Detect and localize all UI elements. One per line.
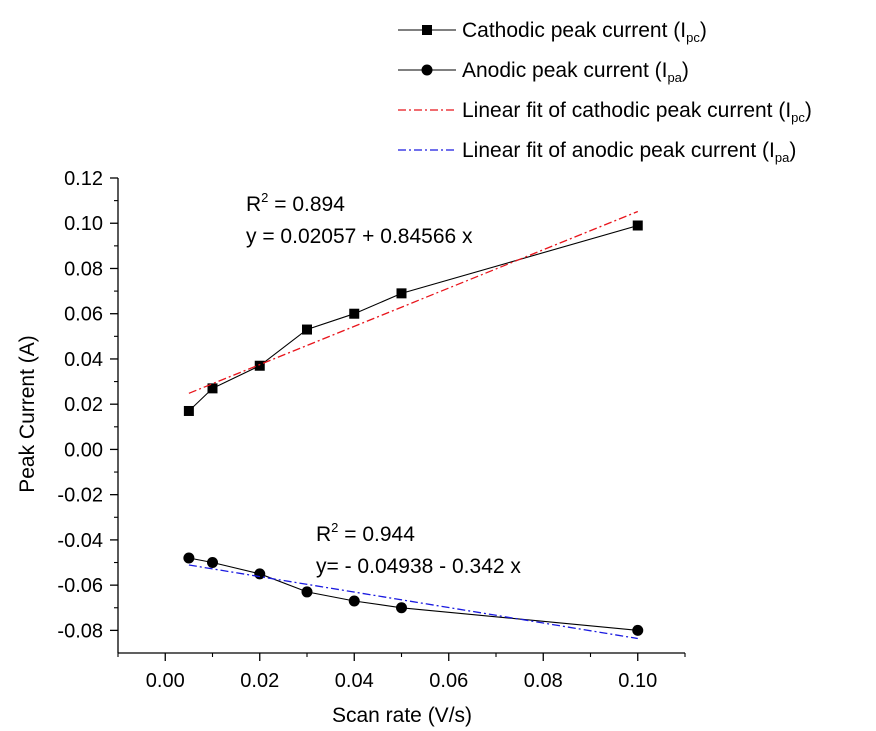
- y-tick-label: -0.06: [57, 575, 103, 597]
- cathodic-data-point: [396, 288, 407, 299]
- anodic-data-point: [348, 595, 360, 607]
- y-tick-label: 0.10: [64, 213, 103, 235]
- x-tick-label: 0.10: [618, 670, 657, 692]
- cathodic-series-line: [188, 224, 638, 412]
- y-tick-label: 0.08: [64, 258, 103, 280]
- anodic-data-point: [183, 552, 195, 564]
- cathodic-data-point: [254, 360, 265, 371]
- anodic-data-point: [301, 586, 313, 598]
- anodic-data-point: [632, 624, 644, 636]
- x-axis-label: Scan rate (V/s): [332, 704, 472, 727]
- y-tick-label: -0.04: [57, 530, 103, 552]
- y-tick-label: -0.08: [57, 620, 103, 642]
- y-tick-label: -0.02: [57, 485, 103, 507]
- legend-anodic-label: Anodic peak current (Ipa): [462, 59, 689, 85]
- legend-anodic-fit-label: Linear fit of anodic peak current (Ipa): [462, 139, 796, 165]
- y-tick-label: 0.12: [64, 168, 103, 190]
- axes: 0.12 0.10 0.08 0.06 0.04 0.02 0.00 -0.02 -0.04 -0…: [57, 168, 686, 692]
- x-tick-label: 0.02: [240, 670, 279, 692]
- x-tick-label: 0.00: [146, 670, 185, 692]
- annotation-layer: R2 = 0.894 y = 0.02057 + 0.84566 x R2 = …: [246, 190, 521, 578]
- fit-annotation-cathodic-equation: y = 0.02057 + 0.84566 x: [246, 225, 473, 248]
- legend: Cathodic peak current (Ipc) Anodic peak c…: [398, 19, 812, 165]
- cathodic-data-point: [632, 220, 643, 231]
- y-tick-label: 0.06: [64, 304, 103, 326]
- cathodic-data-point: [349, 308, 360, 319]
- legend-cathodic-fit-label: Linear fit of cathodic peak current (Ipc…: [462, 99, 812, 125]
- x-tick-label: 0.06: [429, 670, 468, 692]
- cathodic-data-point: [302, 324, 312, 335]
- fit-annotation-anodic-equation: y= - 0.04938 - 0.342 x: [316, 555, 521, 578]
- x-tick-label: 0.08: [524, 670, 563, 692]
- legend-cathodic-marker: [422, 25, 432, 35]
- anodic-data-point: [207, 557, 218, 569]
- fit-annotation-cathodic-r2: R2 = 0.894: [246, 190, 345, 216]
- y-tick-label: 0.04: [64, 349, 103, 371]
- y-tick-label: 0.02: [64, 394, 103, 416]
- cathodic-data-point: [207, 383, 218, 394]
- y-axis-label: Peak Current (A): [16, 335, 39, 493]
- legend-anodic-marker: [421, 64, 433, 76]
- anodic-data-point: [396, 602, 407, 614]
- cathodic-fit-line: [188, 210, 639, 394]
- fit-annotation-anodic-r2: R2 = 0.944: [316, 520, 415, 546]
- legend-cathodic-label: Cathodic peak current (Ipc): [462, 19, 707, 45]
- x-tick-label: 0.04: [335, 670, 374, 692]
- series-layer: [183, 210, 644, 640]
- anodic-fit-line: [188, 564, 638, 640]
- y-tick-label: 0.00: [64, 439, 103, 461]
- cathodic-data-point: [183, 405, 194, 416]
